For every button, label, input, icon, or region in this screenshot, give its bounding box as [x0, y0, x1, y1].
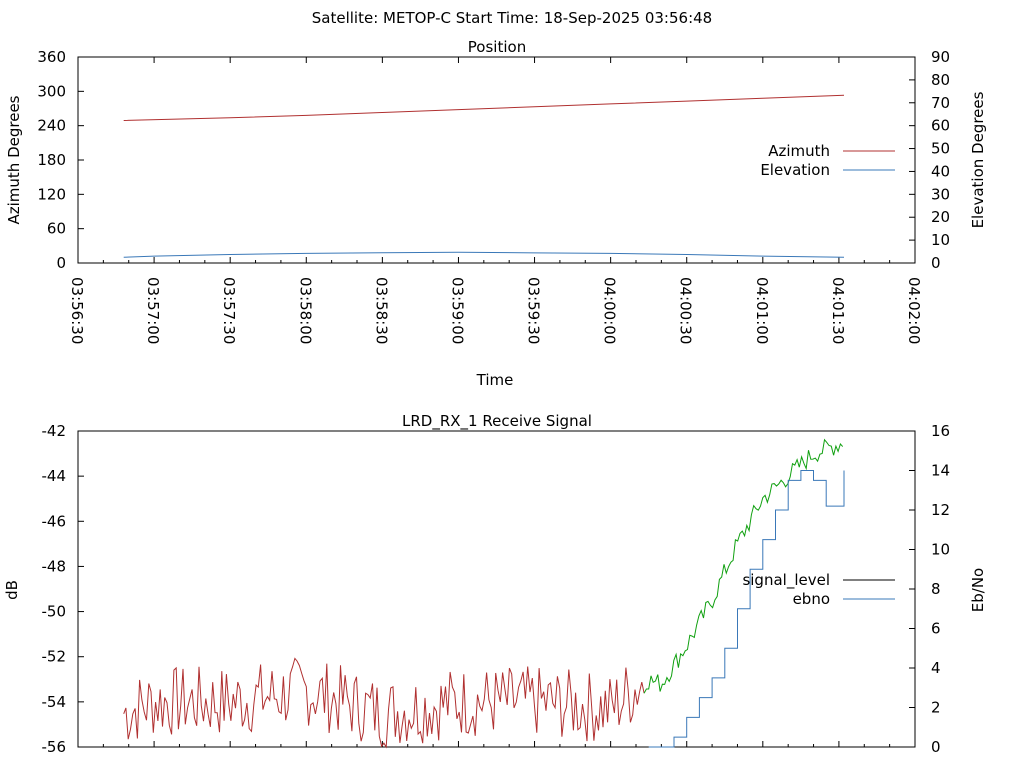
position-y2tick-label: 10	[931, 231, 950, 249]
position-xtick-label: 03:59:30	[525, 277, 543, 344]
signal-level-line-weak	[123, 657, 645, 749]
legend-azimuth-label: Azimuth	[768, 142, 830, 160]
signal-y2tick-label: 14	[931, 462, 950, 480]
signal-ylabel: dB	[3, 580, 21, 600]
signal-y2tick-label: 2	[931, 699, 941, 717]
position-xtick-label: 03:57:30	[220, 277, 238, 344]
position-y2tick-label: 80	[931, 71, 950, 89]
position-xtick-label: 03:58:00	[296, 277, 314, 344]
signal-series	[123, 438, 845, 749]
signal-y2label: Eb/No	[969, 568, 987, 612]
ebno-line	[648, 470, 845, 748]
position-y2tick-label: 20	[931, 208, 950, 226]
position-y2tick-label: 0	[931, 254, 941, 272]
position-y2label: Elevation Degrees	[969, 91, 987, 228]
position-xtick-label: 04:00:30	[677, 277, 695, 344]
position-y2tick-label: 50	[931, 140, 950, 158]
position-xtick-label: 03:56:30	[68, 277, 86, 344]
header-title: Satellite: METOP-C Start Time: 18-Sep-20…	[312, 9, 712, 27]
position-xtick-label: 04:01:00	[753, 277, 771, 344]
signal-y2tick-label: 10	[931, 541, 950, 559]
signal-ytick-label: -50	[42, 603, 67, 621]
position-y2tick-label: 90	[931, 48, 950, 66]
position-ytick-label: 360	[37, 48, 66, 66]
legend-elevation-label: Elevation	[760, 161, 830, 179]
position-xtick-label: 03:57:00	[144, 277, 162, 344]
signal-y2tick-label: 8	[931, 580, 941, 598]
position-xtick-label: 04:02:00	[905, 277, 923, 344]
position-ytick-label: 120	[37, 185, 66, 203]
signal-ytick-label: -46	[42, 512, 67, 530]
position-xlabel: Time	[476, 371, 514, 389]
position-xtick-label: 03:59:00	[448, 277, 466, 344]
signal-level-line-strong	[643, 438, 844, 694]
position-ytick-label: 240	[37, 117, 66, 135]
position-chart-title: Position	[468, 38, 526, 56]
signal-y2tick-label: 6	[931, 620, 941, 638]
position-axes: 03:56:30 03:57:00 03:57:30 03:58:00 03:58:30…	[37, 48, 950, 344]
azimuth-line	[123, 94, 845, 121]
signal-ytick-label: -56	[42, 738, 67, 756]
signal-y2tick-label: 0	[931, 738, 941, 756]
position-xtick-label: 03:58:30	[372, 277, 390, 344]
signal-axes: -56 -54 -52 -50 -48 -46 -44 -42 0 2 4 6 8 10 12 14 16	[42, 422, 951, 756]
position-ytick-label: 60	[47, 220, 66, 238]
position-ytick-label: 180	[37, 151, 66, 169]
position-y2tick-label: 70	[931, 94, 950, 112]
position-xtick-label: 04:01:30	[829, 277, 847, 344]
position-series	[123, 94, 845, 258]
position-plot-frame	[77, 56, 916, 264]
signal-y2tick-label: 16	[931, 422, 950, 440]
signal-y2tick-label: 4	[931, 659, 941, 677]
position-ytick-label: 0	[56, 254, 66, 272]
position-y2tick-label: 30	[931, 185, 950, 203]
legend-ebno-label: ebno	[793, 590, 830, 608]
legend-signal-level-label: signal_level	[742, 571, 830, 590]
signal-ytick-label: -54	[42, 693, 67, 711]
signal-ytick-label: -48	[42, 557, 67, 575]
position-y2tick-label: 60	[931, 117, 950, 135]
position-y2tick-label: 40	[931, 162, 950, 180]
position-ytick-label: 300	[37, 82, 66, 100]
signal-y2tick-label: 12	[931, 501, 950, 519]
signal-ytick-label: -44	[42, 467, 67, 485]
elevation-line	[123, 251, 845, 258]
signal-ytick-label: -42	[42, 422, 67, 440]
signal-chart-title: LRD_RX_1 Receive Signal	[402, 412, 592, 431]
position-ylabel: Azimuth Degrees	[5, 95, 23, 224]
signal-ytick-label: -52	[42, 648, 67, 666]
position-xtick-label: 04:00:00	[601, 277, 619, 344]
